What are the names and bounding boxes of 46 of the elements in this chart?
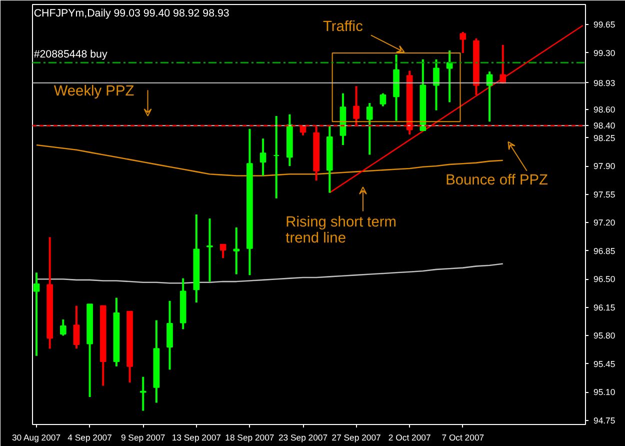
candlestick xyxy=(260,138,266,177)
x-tick-label: 18 Sep 2007 xyxy=(225,432,274,442)
annotation: Weekly PPZ xyxy=(54,84,134,100)
x-tick-label: 7 Oct 2007 xyxy=(442,432,484,442)
candlestick xyxy=(380,92,386,108)
x-tick-label: 23 Sep 2007 xyxy=(278,432,328,442)
candlestick xyxy=(433,58,440,112)
y-tick-label: 96.85 xyxy=(594,246,616,256)
line-series xyxy=(36,263,504,284)
ref-line-label: 98.40 xyxy=(594,120,616,131)
candlestick xyxy=(273,114,280,200)
y-tick-label: 98.60 xyxy=(594,104,616,114)
y-tick-label: 95.80 xyxy=(594,330,616,341)
y-tick-label: 96.15 xyxy=(594,302,616,312)
x-tick-label: 30 Aug 2007 xyxy=(12,432,61,442)
y-tick-label: 99.65 xyxy=(594,20,616,30)
y-tick-label: 99.30 xyxy=(594,48,616,58)
annotation: Rising short term trend line xyxy=(286,214,396,246)
x-tick-label: 27 Sep 2007 xyxy=(332,432,382,442)
ref-line-label: #20885448 buy xyxy=(34,48,108,61)
y-tick-label: 97.90 xyxy=(594,161,616,172)
ref-line-label: 98.93 xyxy=(594,78,616,88)
x-tick-label: 9 Sep 2007 xyxy=(120,432,166,442)
y-tick-label: 96.50 xyxy=(594,274,616,284)
candlestick xyxy=(206,218,213,283)
candlestick xyxy=(166,300,173,371)
y-tick-label: 97.55 xyxy=(594,189,616,200)
x-tick-label: 2 Oct 2007 xyxy=(388,432,431,442)
candlestick xyxy=(366,102,373,156)
candlestick xyxy=(33,272,40,357)
y-tick-label: 97.20 xyxy=(594,218,616,228)
y-tick-label: 95.45 xyxy=(594,358,616,369)
annotation: Traffic xyxy=(322,19,363,36)
x-tick-label: 13 Sep 2007 xyxy=(172,432,222,442)
chart-title: CHFJPYm,Daily 99.03 99.40 98.92 98.93 xyxy=(34,8,230,20)
y-tick-label: 98.25 xyxy=(594,132,616,143)
x-tick-label: 4 Sep 2007 xyxy=(68,432,112,442)
candlestick xyxy=(500,44,506,85)
candlestick xyxy=(60,318,66,337)
candlestick xyxy=(460,30,466,54)
candlestick xyxy=(73,304,80,350)
y-tick-label: 94.75 xyxy=(594,415,616,426)
y-tick-label: 95.10 xyxy=(594,387,616,398)
candlestick xyxy=(220,243,226,260)
candlestick xyxy=(233,226,240,276)
annotation: Bounce off PPZ xyxy=(446,172,548,188)
